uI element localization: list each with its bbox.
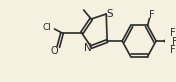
Text: F: F: [172, 37, 176, 47]
Text: S: S: [107, 9, 113, 19]
Text: F: F: [170, 45, 176, 55]
Text: O: O: [51, 46, 58, 56]
Text: F: F: [170, 28, 176, 38]
Text: N: N: [84, 43, 91, 53]
Text: Cl: Cl: [43, 22, 51, 31]
Text: F: F: [149, 10, 155, 20]
